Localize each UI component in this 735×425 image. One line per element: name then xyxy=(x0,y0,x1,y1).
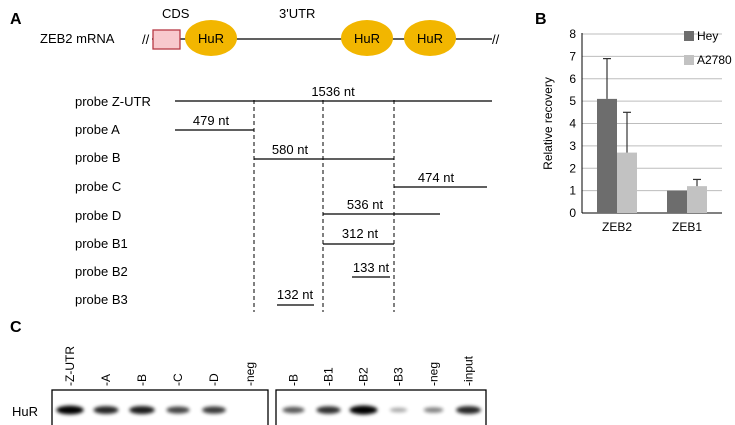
svg-text:132 nt: 132 nt xyxy=(277,287,314,302)
lane-label: -D xyxy=(207,373,221,386)
svg-text:580 nt: 580 nt xyxy=(272,142,309,157)
probe-b: probe B 580 nt xyxy=(75,142,394,165)
probe-b3: probe B3 132 nt xyxy=(75,287,314,307)
probe-b2: probe B2 133 nt xyxy=(75,260,390,279)
y-tick-label: 6 xyxy=(569,72,576,86)
utr-label: 3'UTR xyxy=(279,6,315,21)
y-tick-label: 1 xyxy=(569,184,576,198)
probe-d: probe D 536 nt xyxy=(75,197,440,223)
svg-text:536 nt: 536 nt xyxy=(347,197,384,212)
svg-text:probe C: probe C xyxy=(75,179,121,194)
svg-text:HuR: HuR xyxy=(354,31,380,46)
svg-text:probe D: probe D xyxy=(75,208,121,223)
blot-row-label: HuR xyxy=(12,404,38,419)
mrna-schematic: ZEB2 mRNA // CDS 3'UTR HuR HuR HuR // xyxy=(40,6,500,56)
panel-a-label: A xyxy=(10,11,22,28)
bar-hey-zeb1 xyxy=(667,190,687,213)
blot-band xyxy=(456,406,481,414)
blot-band xyxy=(56,405,84,415)
blot-band xyxy=(389,407,408,413)
svg-text:probe A: probe A xyxy=(75,122,120,137)
panel-b-label: B xyxy=(535,11,547,28)
legend-swatch xyxy=(684,31,694,41)
svg-text:HuR: HuR xyxy=(417,31,443,46)
break-symbol-right: // xyxy=(492,32,500,47)
svg-text:HuR: HuR xyxy=(198,31,224,46)
blot-band xyxy=(282,406,305,414)
lane-label: -C xyxy=(171,373,185,386)
lane-label: -B1 xyxy=(322,367,336,386)
legend-label: A2780 xyxy=(697,53,732,67)
y-tick-label: 2 xyxy=(569,161,576,175)
lane-label: -input xyxy=(462,355,476,386)
blot-band xyxy=(93,406,119,414)
blot-band xyxy=(129,406,155,414)
hur-site-1: HuR xyxy=(185,20,237,56)
lane-label: -Z-UTR xyxy=(63,346,77,386)
bar-a2780-zeb2 xyxy=(617,152,637,213)
blot-membrane-left xyxy=(51,389,269,425)
y-tick-label: 7 xyxy=(569,49,576,63)
probe-z-utr: probe Z-UTR 1536 nt xyxy=(75,84,492,109)
lane-label: -B3 xyxy=(392,367,406,386)
probe-b1: probe B1 312 nt xyxy=(75,226,394,251)
svg-text:probe B2: probe B2 xyxy=(75,264,128,279)
lane-label: -B xyxy=(287,374,301,386)
y-tick-label: 0 xyxy=(569,206,576,220)
category-label: ZEB2 xyxy=(602,220,632,234)
panel-c-label: C xyxy=(10,319,22,336)
blot-band xyxy=(423,407,444,413)
lane-label: -B xyxy=(135,374,149,386)
blot-band xyxy=(349,405,378,415)
svg-text:probe B: probe B xyxy=(75,150,121,165)
category-label: ZEB1 xyxy=(672,220,702,234)
probe-a: probe A 479 nt xyxy=(75,113,254,137)
y-tick-label: 8 xyxy=(569,27,576,41)
svg-text:1536 nt: 1536 nt xyxy=(311,84,355,99)
hur-site-2: HuR xyxy=(341,20,393,56)
bar-a2780-zeb1 xyxy=(687,186,707,213)
y-tick-label: 5 xyxy=(569,94,576,108)
blot-band xyxy=(316,406,341,414)
bar-chart: 0 1 2 3 4 5 6 7 8 Relative recovery ZEB2 ZEB1 Hey A27… xyxy=(541,27,732,234)
cds-box xyxy=(152,29,181,50)
y-tick-label: 3 xyxy=(569,139,576,153)
lane-label: -A xyxy=(99,374,113,386)
svg-text:probe Z-UTR: probe Z-UTR xyxy=(75,94,151,109)
blot-band xyxy=(166,406,190,414)
legend-swatch xyxy=(684,55,694,65)
mrna-name: ZEB2 mRNA xyxy=(40,31,115,46)
western-blot: -Z-UTR -A -B -C -D -neg -B -B1 -B2 -B3 -neg -input xyxy=(51,346,487,425)
bar-hey-zeb2 xyxy=(597,98,617,213)
svg-text:probe B3: probe B3 xyxy=(75,292,128,307)
legend-label: Hey xyxy=(697,29,718,43)
lane-label: -B2 xyxy=(357,367,371,386)
lane-label: -neg xyxy=(243,362,257,386)
blot-membrane-right xyxy=(275,389,487,425)
svg-text:probe B1: probe B1 xyxy=(75,236,128,251)
blot-band xyxy=(202,406,226,414)
svg-text:479 nt: 479 nt xyxy=(193,113,230,128)
break-symbol-left: // xyxy=(142,32,150,47)
y-tick-label: 4 xyxy=(569,117,576,131)
hur-site-3: HuR xyxy=(404,20,456,56)
lane-label: -neg xyxy=(427,362,441,386)
y-axis-label: Relative recovery xyxy=(541,77,555,170)
svg-text:474 nt: 474 nt xyxy=(418,170,455,185)
probe-c: probe C 474 nt xyxy=(75,170,487,194)
svg-text:312 nt: 312 nt xyxy=(342,226,379,241)
cds-label: CDS xyxy=(162,6,190,21)
probe-boundaries xyxy=(253,100,395,312)
svg-text:133 nt: 133 nt xyxy=(353,260,390,275)
